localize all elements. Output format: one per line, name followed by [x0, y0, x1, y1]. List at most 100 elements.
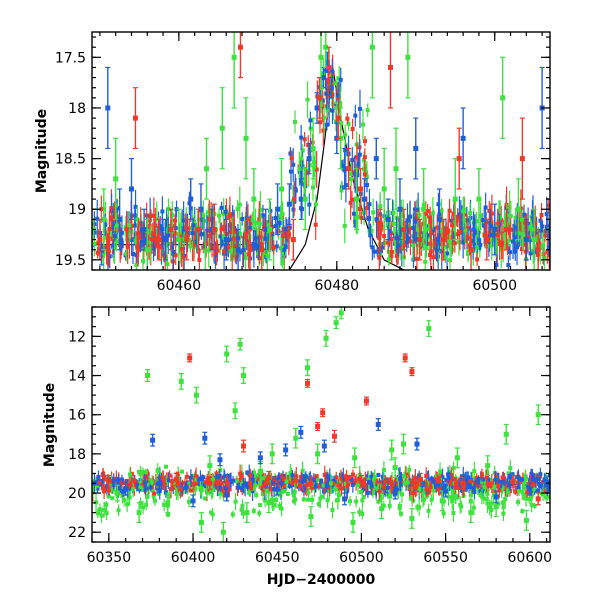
- noise-point: [160, 481, 165, 486]
- noise-point: [530, 210, 535, 215]
- noise-point: [369, 484, 374, 489]
- noise-point: [248, 472, 253, 477]
- noise-point: [540, 224, 545, 229]
- noise-point: [331, 101, 336, 106]
- noise-point: [104, 484, 109, 489]
- noise-point: [204, 480, 209, 485]
- noise-point: [193, 486, 198, 491]
- noise-point: [234, 479, 239, 484]
- noise-point: [95, 216, 100, 221]
- noise-point: [136, 235, 141, 240]
- noise-point: [494, 475, 499, 480]
- noise-point: [95, 486, 100, 491]
- noise-point: [383, 489, 388, 494]
- noise-point: [318, 496, 323, 501]
- noise-point: [92, 222, 97, 227]
- noise-point: [398, 476, 403, 481]
- noise-point: [304, 170, 309, 175]
- noise-point: [127, 482, 132, 487]
- x-tick-label: 60480: [315, 278, 360, 294]
- x-tick-label: 60450: [255, 550, 300, 566]
- noise-point: [112, 234, 117, 239]
- data-point: [519, 156, 525, 162]
- data-point: [173, 476, 179, 482]
- noise-point: [396, 243, 401, 248]
- top-y-axis-title: Magnitude: [34, 109, 50, 193]
- noise-point: [164, 243, 169, 248]
- noise-point: [245, 484, 250, 489]
- data-point: [503, 431, 509, 437]
- noise-point: [362, 158, 367, 163]
- bottom-x-axis-title: HJD−2400000: [267, 572, 376, 588]
- data-point: [305, 365, 311, 371]
- data-point: [190, 498, 196, 504]
- noise-point: [314, 167, 319, 172]
- noise-point: [529, 471, 534, 476]
- noise-point: [196, 249, 201, 254]
- noise-point: [169, 246, 174, 251]
- noise-point: [253, 236, 258, 241]
- data-point: [402, 355, 408, 361]
- noise-point: [127, 223, 132, 228]
- noise-point: [431, 226, 436, 231]
- noise-point: [221, 486, 226, 491]
- noise-point: [451, 466, 456, 471]
- noise-point: [217, 483, 222, 488]
- data-point: [241, 373, 247, 379]
- noise-point: [426, 477, 431, 482]
- noise-point: [531, 487, 536, 492]
- noise-point: [394, 477, 399, 482]
- noise-point: [481, 477, 486, 482]
- noise-point: [299, 156, 304, 161]
- noise-point: [545, 224, 550, 229]
- noise-point: [539, 228, 544, 233]
- noise-point: [407, 484, 412, 489]
- noise-point: [371, 210, 376, 215]
- noise-point: [155, 469, 160, 474]
- noise-point: [144, 502, 149, 507]
- noise-point: [472, 231, 477, 236]
- noise-point: [96, 240, 101, 245]
- y-tick-label: 19: [68, 202, 86, 218]
- noise-point: [222, 241, 227, 246]
- noise-point: [219, 205, 224, 210]
- noise-point: [424, 244, 429, 249]
- data-point: [320, 75, 326, 81]
- noise-point: [443, 255, 448, 260]
- noise-point: [490, 238, 495, 243]
- noise-point: [507, 483, 512, 488]
- noise-point: [152, 498, 157, 503]
- noise-point: [133, 204, 138, 209]
- noise-point: [151, 213, 156, 218]
- noise-point: [381, 503, 386, 508]
- noise-point: [428, 219, 433, 224]
- noise-point: [397, 503, 402, 508]
- noise-point: [318, 102, 323, 107]
- noise-point: [254, 492, 259, 497]
- y-tick-label: 18: [68, 101, 86, 117]
- noise-point: [324, 122, 329, 127]
- data-point: [484, 237, 490, 243]
- noise-point: [134, 253, 139, 258]
- data-point: [315, 451, 321, 457]
- noise-point: [336, 483, 341, 488]
- data-point: [321, 443, 327, 449]
- noise-point: [257, 217, 262, 222]
- noise-point: [506, 263, 511, 268]
- data-point: [188, 196, 194, 202]
- noise-point: [148, 213, 153, 218]
- noise-point: [367, 202, 372, 207]
- noise-point: [215, 474, 220, 479]
- noise-point: [348, 477, 353, 482]
- noise-point: [92, 230, 97, 235]
- noise-point: [256, 246, 261, 251]
- data-point: [207, 480, 213, 486]
- noise-point: [305, 97, 310, 102]
- noise-point: [330, 92, 335, 97]
- noise-point: [480, 218, 485, 223]
- noise-point: [413, 219, 418, 224]
- data-point: [269, 451, 275, 457]
- noise-point: [449, 495, 454, 500]
- noise-point: [257, 477, 262, 482]
- data-point: [286, 201, 292, 207]
